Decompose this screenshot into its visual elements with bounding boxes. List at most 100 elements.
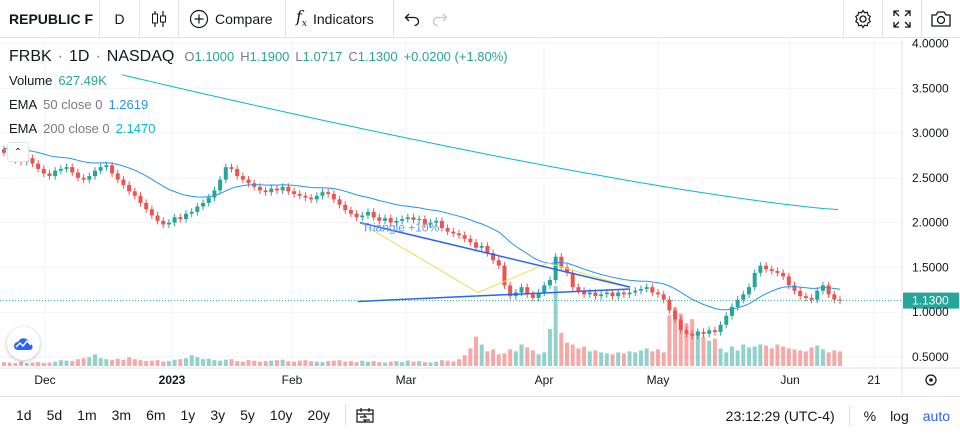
legend-open-label: O bbox=[184, 49, 195, 64]
candle-body bbox=[331, 193, 336, 200]
y-tick-label: 3.5000 bbox=[912, 81, 949, 95]
range-6m[interactable]: 6m bbox=[146, 407, 166, 423]
candle-body bbox=[724, 315, 729, 325]
clock-time[interactable]: 23:12:29 (UTC-4) bbox=[725, 407, 835, 424]
volume-bar bbox=[621, 353, 626, 366]
volume-bar bbox=[445, 360, 450, 366]
volume-bar bbox=[695, 330, 700, 366]
candle-body bbox=[752, 272, 757, 288]
range-3y[interactable]: 3y bbox=[210, 407, 226, 423]
candle-body bbox=[508, 285, 513, 297]
candle-body bbox=[633, 290, 638, 293]
volume-bar bbox=[838, 351, 842, 366]
volume-bar bbox=[815, 345, 820, 366]
compare-button[interactable]: Compare bbox=[179, 0, 286, 38]
candle-body bbox=[775, 271, 780, 273]
volume-bar bbox=[36, 362, 41, 366]
candle-body bbox=[98, 167, 103, 171]
candle-body bbox=[189, 211, 194, 214]
legend-close-label: C bbox=[348, 49, 358, 64]
fullscreen-button[interactable] bbox=[882, 0, 921, 38]
range-1d[interactable]: 1d bbox=[16, 407, 32, 423]
undo-icon[interactable] bbox=[404, 12, 420, 26]
volume-bar bbox=[132, 359, 137, 366]
volume-bar bbox=[138, 360, 143, 366]
candle-body bbox=[104, 165, 109, 168]
ema50-value: 1.2619 bbox=[108, 97, 149, 112]
last-price-label: 1.1300 bbox=[912, 294, 949, 308]
candle-body bbox=[593, 292, 598, 297]
candle-body bbox=[599, 294, 604, 297]
volume-bar bbox=[553, 286, 558, 366]
candle-body bbox=[553, 256, 558, 280]
volume-bar bbox=[320, 362, 325, 366]
candle-body bbox=[70, 167, 75, 173]
volume-label: Volume bbox=[9, 73, 53, 88]
candle-body bbox=[354, 213, 359, 218]
x-tick-label: 2023 bbox=[159, 373, 186, 387]
candle-body bbox=[604, 292, 609, 295]
volume-bar bbox=[547, 328, 552, 366]
candle-body bbox=[758, 265, 763, 273]
tradingview-logo[interactable] bbox=[7, 327, 40, 360]
volume-bar bbox=[81, 358, 86, 366]
indicators-button[interactable]: fx Indicators bbox=[286, 0, 394, 38]
price-chart[interactable]: Triangle +10% 1.1300 4.0000 3.5000 3.0000 2.5… bbox=[0, 39, 960, 396]
volume-bar bbox=[218, 360, 223, 366]
axis-settings-icon[interactable] bbox=[925, 374, 937, 386]
candle-body bbox=[81, 177, 86, 180]
candle-body bbox=[582, 290, 587, 295]
volume-bar bbox=[428, 362, 433, 366]
interval-selector[interactable]: D bbox=[100, 0, 140, 38]
range-5y[interactable]: 5y bbox=[240, 407, 255, 423]
volume-bar bbox=[638, 350, 643, 366]
range-1y[interactable]: 1y bbox=[180, 407, 196, 423]
candle-body bbox=[439, 220, 444, 229]
ema50-line bbox=[3, 147, 841, 311]
range-5d[interactable]: 5d bbox=[46, 407, 63, 423]
indicators-label: Indicators bbox=[313, 10, 374, 27]
log-toggle[interactable]: log bbox=[890, 407, 909, 424]
range-20y[interactable]: 20y bbox=[307, 407, 331, 423]
volume-bar bbox=[326, 361, 331, 366]
percent-toggle[interactable]: % bbox=[863, 407, 877, 424]
legend-ticker: FRBK bbox=[9, 48, 52, 65]
symbol-search[interactable]: REPUBLIC F bbox=[0, 0, 100, 38]
volume-bar bbox=[257, 361, 262, 366]
collapse-legend-button[interactable]: ⌃ bbox=[7, 142, 29, 162]
candle-body bbox=[451, 231, 456, 234]
volume-bar bbox=[439, 360, 444, 366]
candle-body bbox=[820, 285, 825, 291]
cloud-logo-icon bbox=[13, 337, 33, 350]
legend-low-value: 1.0717 bbox=[302, 49, 343, 64]
range-10y[interactable]: 10y bbox=[269, 407, 293, 423]
volume-bar bbox=[781, 346, 786, 366]
y-tick-label: 0.5000 bbox=[912, 350, 949, 364]
settings-button[interactable] bbox=[843, 0, 882, 38]
candle-body bbox=[712, 330, 717, 332]
volume-bar bbox=[343, 361, 348, 366]
volume-bar bbox=[820, 349, 825, 366]
chart-type-button[interactable] bbox=[140, 0, 179, 38]
auto-toggle[interactable]: auto bbox=[922, 407, 950, 424]
candle-body bbox=[684, 330, 689, 334]
candle-body bbox=[138, 195, 143, 203]
volume-bar bbox=[166, 361, 171, 366]
volume-bar bbox=[383, 362, 388, 366]
candle-body bbox=[832, 294, 837, 300]
candle-body bbox=[64, 167, 69, 169]
volume-bar bbox=[758, 344, 763, 366]
calendar-range-icon[interactable] bbox=[356, 407, 374, 423]
volume-bar bbox=[127, 357, 132, 366]
volume-bar bbox=[707, 340, 712, 366]
volume-bar bbox=[462, 355, 467, 366]
candle-body bbox=[53, 170, 58, 177]
screenshot-button[interactable] bbox=[921, 0, 960, 38]
volume-bar bbox=[337, 360, 342, 366]
range-1m[interactable]: 1m bbox=[77, 407, 97, 423]
volume-bar bbox=[92, 354, 97, 366]
range-3m[interactable]: 3m bbox=[111, 407, 132, 423]
volume-bar bbox=[47, 362, 52, 366]
volume-bar bbox=[172, 359, 177, 366]
redo-icon[interactable] bbox=[432, 12, 448, 26]
